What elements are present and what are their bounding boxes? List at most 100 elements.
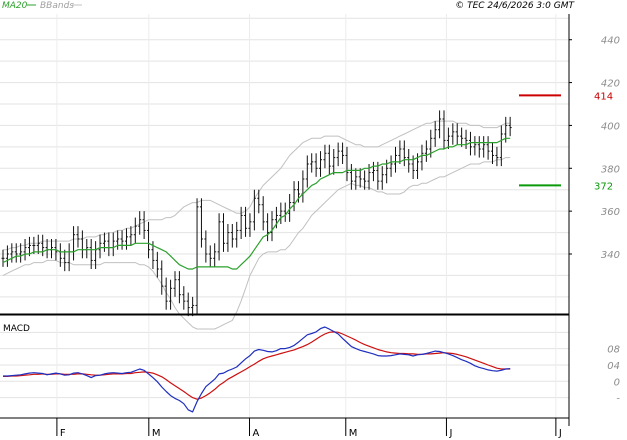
macd-tick-label: 0 [614, 377, 620, 388]
price-bar [398, 140, 402, 164]
price-bar [89, 239, 93, 269]
bband-upper-line [3, 120, 511, 251]
price-bar [473, 136, 477, 156]
price-bar [349, 164, 353, 190]
price-tick-label: 340 [601, 250, 620, 261]
price-bar [345, 146, 349, 182]
price-bar [292, 181, 296, 212]
price-bar [252, 189, 256, 231]
price-bar [226, 224, 230, 252]
legend-ma20: MA20 [2, 1, 28, 11]
price-bar [36, 234, 40, 254]
price-bar [288, 194, 292, 222]
price-bar [248, 213, 252, 237]
panel-frames [0, 14, 570, 426]
price-bar [50, 239, 54, 259]
price-bar [433, 121, 437, 147]
price-bar [261, 196, 265, 231]
price-bar [147, 221, 151, 259]
price-tick-label: 400 [601, 121, 620, 132]
price-bar [301, 170, 305, 203]
price-bar [323, 144, 327, 169]
price-bar [23, 239, 27, 261]
price-bar [58, 243, 62, 267]
price-levels: 414 372 [519, 91, 613, 192]
price-bar [124, 228, 128, 250]
price-bar [164, 277, 168, 310]
price-bar [371, 161, 375, 182]
price-bar [477, 136, 481, 158]
price-bar [482, 136, 486, 158]
price-bar [222, 213, 225, 252]
price-bar [14, 243, 18, 263]
price-bar [27, 236, 31, 257]
price-tick-label: 440 [601, 36, 620, 47]
price-bar [41, 234, 45, 257]
price-bar [363, 170, 367, 190]
price-bar [491, 142, 495, 164]
ma20-line [2, 137, 511, 270]
price-bar [424, 140, 428, 162]
macd-lines [3, 326, 511, 413]
price-bar [495, 146, 499, 167]
price-bar [279, 202, 283, 224]
price-bar [191, 296, 195, 317]
macd-tick-label: - [616, 394, 620, 405]
price-bar [257, 189, 261, 214]
price-bar [182, 286, 186, 310]
bband-lower-line [2, 157, 511, 330]
price-bar [208, 245, 212, 267]
axis-labels: 340 360 380 400 420 440 - 0 04 08 F M A M J J [56, 36, 620, 439]
price-bar [499, 125, 503, 167]
price-bar [107, 232, 111, 257]
price-bar [508, 116, 512, 137]
price-bar [468, 131, 472, 156]
price-bar [213, 243, 217, 267]
price-bar [133, 217, 137, 244]
macd-signal-line [3, 331, 511, 400]
ma20-line-group [2, 137, 511, 270]
price-bar [72, 226, 76, 261]
price-bar [341, 142, 345, 164]
price-bar [314, 153, 318, 177]
price-bar [389, 155, 393, 177]
month-label: M [152, 428, 161, 439]
price-bar [270, 211, 274, 242]
price-bar [354, 168, 358, 190]
level-support-label: 372 [594, 181, 613, 192]
price-bar [310, 153, 314, 173]
price-bar [129, 226, 133, 246]
macd-tick-label: 04 [607, 361, 620, 372]
price-bar [486, 136, 490, 160]
price-bars [1, 110, 512, 317]
price-bar [177, 271, 181, 304]
price-bar [442, 110, 446, 149]
price-bar [438, 110, 442, 139]
price-bar [160, 260, 164, 295]
month-label: J [448, 428, 452, 439]
price-bar [283, 202, 287, 222]
month-label: A [252, 428, 259, 439]
price-bar [230, 224, 234, 248]
price-bar [10, 243, 14, 263]
price-bar [195, 198, 199, 314]
price-tick-label: 380 [601, 164, 620, 175]
price-bar [155, 251, 159, 278]
bollinger-bands [2, 120, 511, 330]
price-bar [446, 127, 450, 149]
price-bar [239, 206, 243, 239]
month-label: J [558, 428, 562, 439]
price-bar [85, 239, 89, 259]
macd-title: MACD [3, 324, 30, 334]
price-bar [420, 144, 424, 171]
price-bar [235, 221, 239, 248]
price-bar [67, 243, 71, 272]
price-bar [305, 155, 309, 188]
price-bar [244, 206, 248, 237]
price-bar [111, 232, 115, 257]
price-bar [45, 239, 49, 259]
price-bar [63, 249, 67, 272]
price-bar [142, 211, 146, 239]
price-bar [217, 213, 221, 261]
